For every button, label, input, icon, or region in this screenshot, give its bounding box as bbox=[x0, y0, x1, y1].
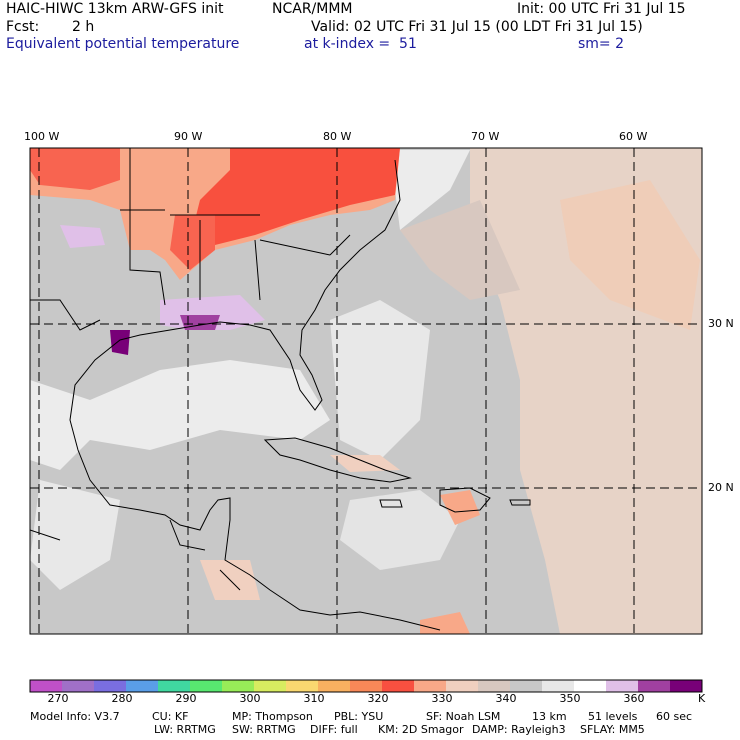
map-field bbox=[30, 148, 702, 634]
colorbar-swatch bbox=[382, 680, 415, 692]
footer-diff: DIFF: full bbox=[310, 723, 358, 736]
lon-label-90w: 90 W bbox=[174, 130, 203, 143]
footer-mp: MP: Thompson bbox=[232, 710, 313, 723]
colorbar-swatch bbox=[542, 680, 575, 692]
colorbar-tick-270: 270 bbox=[47, 692, 69, 705]
latlon-grid bbox=[30, 148, 702, 634]
colorbar-swatch bbox=[126, 680, 159, 692]
coastline-jamaica bbox=[379, 499, 403, 508]
colorbar-swatch bbox=[62, 680, 95, 692]
footer-damp: DAMP: Rayleigh3 bbox=[472, 723, 566, 736]
init-time: Init: 00 UTC Fri 31 Jul 15 bbox=[517, 1, 686, 17]
field-warm-ocean-patch bbox=[560, 180, 700, 330]
field-name: Equivalent potential temperature bbox=[6, 36, 240, 52]
colorbar-swatch bbox=[222, 680, 255, 692]
state-borders bbox=[120, 148, 351, 306]
field-tan-patch bbox=[400, 200, 520, 300]
field-lavender-texas bbox=[60, 225, 105, 248]
colorbar-tick-290: 290 bbox=[175, 692, 197, 705]
colorbar-swatch bbox=[478, 680, 511, 692]
colorbar-swatch bbox=[30, 680, 63, 692]
smoothing-label: sm= 2 bbox=[578, 36, 625, 52]
field-darkpurple-texas-coast bbox=[110, 330, 130, 355]
footer-resolution: 13 km bbox=[532, 710, 567, 723]
footer-pbl: PBL: YSU bbox=[334, 710, 384, 723]
lat-label-20n: 20 N bbox=[708, 481, 734, 494]
colorbar-tick-350: 350 bbox=[559, 692, 581, 705]
colorbar-unit: K bbox=[698, 692, 706, 705]
colorbar-swatch bbox=[94, 680, 127, 692]
colorbar-tick-320: 320 bbox=[367, 692, 389, 705]
colorbar-swatch bbox=[158, 680, 191, 692]
colorbar-swatch bbox=[638, 680, 671, 692]
colorbar-swatch bbox=[574, 680, 607, 692]
field-light-florida-straits bbox=[330, 300, 430, 460]
colorbar-swatch bbox=[286, 680, 319, 692]
colorbar-swatch bbox=[318, 680, 351, 692]
forecast-label: Fcst: bbox=[6, 19, 40, 35]
colorbar bbox=[29, 679, 703, 693]
field-light-gulf bbox=[30, 360, 330, 470]
colorbar-swatch bbox=[510, 680, 543, 692]
colorbar-swatch bbox=[606, 680, 639, 692]
valid-time: Valid: 02 UTC Fri 31 Jul 15 (00 LDT Fri … bbox=[311, 19, 643, 35]
field-light-caribbean bbox=[340, 490, 460, 570]
model-title: HAIC-HIWC 13km ARW-GFS init bbox=[6, 1, 224, 17]
field-salmon-hispaniola bbox=[440, 490, 480, 525]
field-red-tennessee bbox=[170, 215, 215, 270]
field-salmon-cuba bbox=[330, 455, 400, 472]
footer-model-info: Model Info: V3.7 bbox=[30, 710, 120, 723]
colorbar-tick-330: 330 bbox=[431, 692, 453, 705]
colorbar-swatch bbox=[414, 680, 447, 692]
footer-km: KM: 2D Smagor bbox=[378, 723, 464, 736]
national-borders bbox=[30, 299, 241, 591]
field-light-mexico bbox=[30, 480, 120, 590]
footer-lw: LW: RRTMG bbox=[154, 723, 216, 736]
footer-cu: CU: KF bbox=[152, 710, 189, 723]
lon-label-100w: 100 W bbox=[24, 130, 60, 143]
level-label: at k-index = 51 bbox=[304, 36, 417, 52]
map-frame bbox=[29, 147, 703, 635]
lat-label-30n: 30 N bbox=[708, 317, 734, 330]
forecast-hour: 2 h bbox=[72, 19, 95, 35]
lon-label-80w: 80 W bbox=[323, 130, 352, 143]
coastlines bbox=[30, 148, 531, 631]
footer-sf: SF: Noah LSM bbox=[426, 710, 501, 723]
footer-timestep: 60 sec bbox=[656, 710, 693, 723]
field-light-atlantic-north bbox=[390, 150, 470, 230]
colorbar-tick-300: 300 bbox=[239, 692, 261, 705]
coastline-cuba bbox=[263, 437, 412, 483]
colorbar-tick-310: 310 bbox=[303, 692, 325, 705]
colorbar-swatch bbox=[446, 680, 479, 692]
lon-label-70w: 70 W bbox=[471, 130, 500, 143]
colorbar-tick-360: 360 bbox=[623, 692, 645, 705]
colorbar-frame bbox=[29, 679, 703, 693]
field-red-plains bbox=[30, 148, 120, 190]
colorbar-swatch bbox=[350, 680, 383, 692]
org-label: NCAR/MMM bbox=[272, 1, 353, 17]
footer-levels: 51 levels bbox=[588, 710, 638, 723]
colorbar-swatch bbox=[190, 680, 223, 692]
footer-sflay: SFLAY: MM5 bbox=[580, 723, 645, 736]
field-red-appalachia bbox=[190, 148, 400, 245]
lon-label-60w: 60 W bbox=[619, 130, 648, 143]
colorbar-tick-280: 280 bbox=[111, 692, 133, 705]
coastline-main bbox=[69, 159, 441, 631]
colorbar-swatch bbox=[254, 680, 287, 692]
footer-sw: SW: RRTMG bbox=[232, 723, 296, 736]
coastline-puerto-rico bbox=[509, 499, 531, 506]
colorbar-swatch bbox=[670, 680, 703, 692]
colorbar-tick-340: 340 bbox=[495, 692, 517, 705]
